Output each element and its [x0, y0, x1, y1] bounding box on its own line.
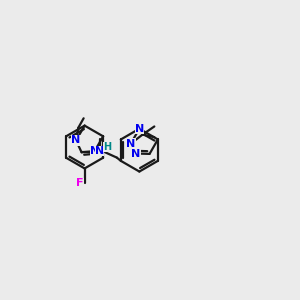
- Text: N: N: [131, 148, 140, 159]
- Text: N: N: [71, 136, 81, 146]
- Text: N: N: [135, 124, 144, 134]
- Text: H: H: [103, 142, 111, 152]
- Text: N: N: [95, 146, 104, 156]
- Text: F: F: [76, 178, 84, 188]
- Text: N: N: [126, 139, 135, 148]
- Text: N: N: [90, 146, 99, 156]
